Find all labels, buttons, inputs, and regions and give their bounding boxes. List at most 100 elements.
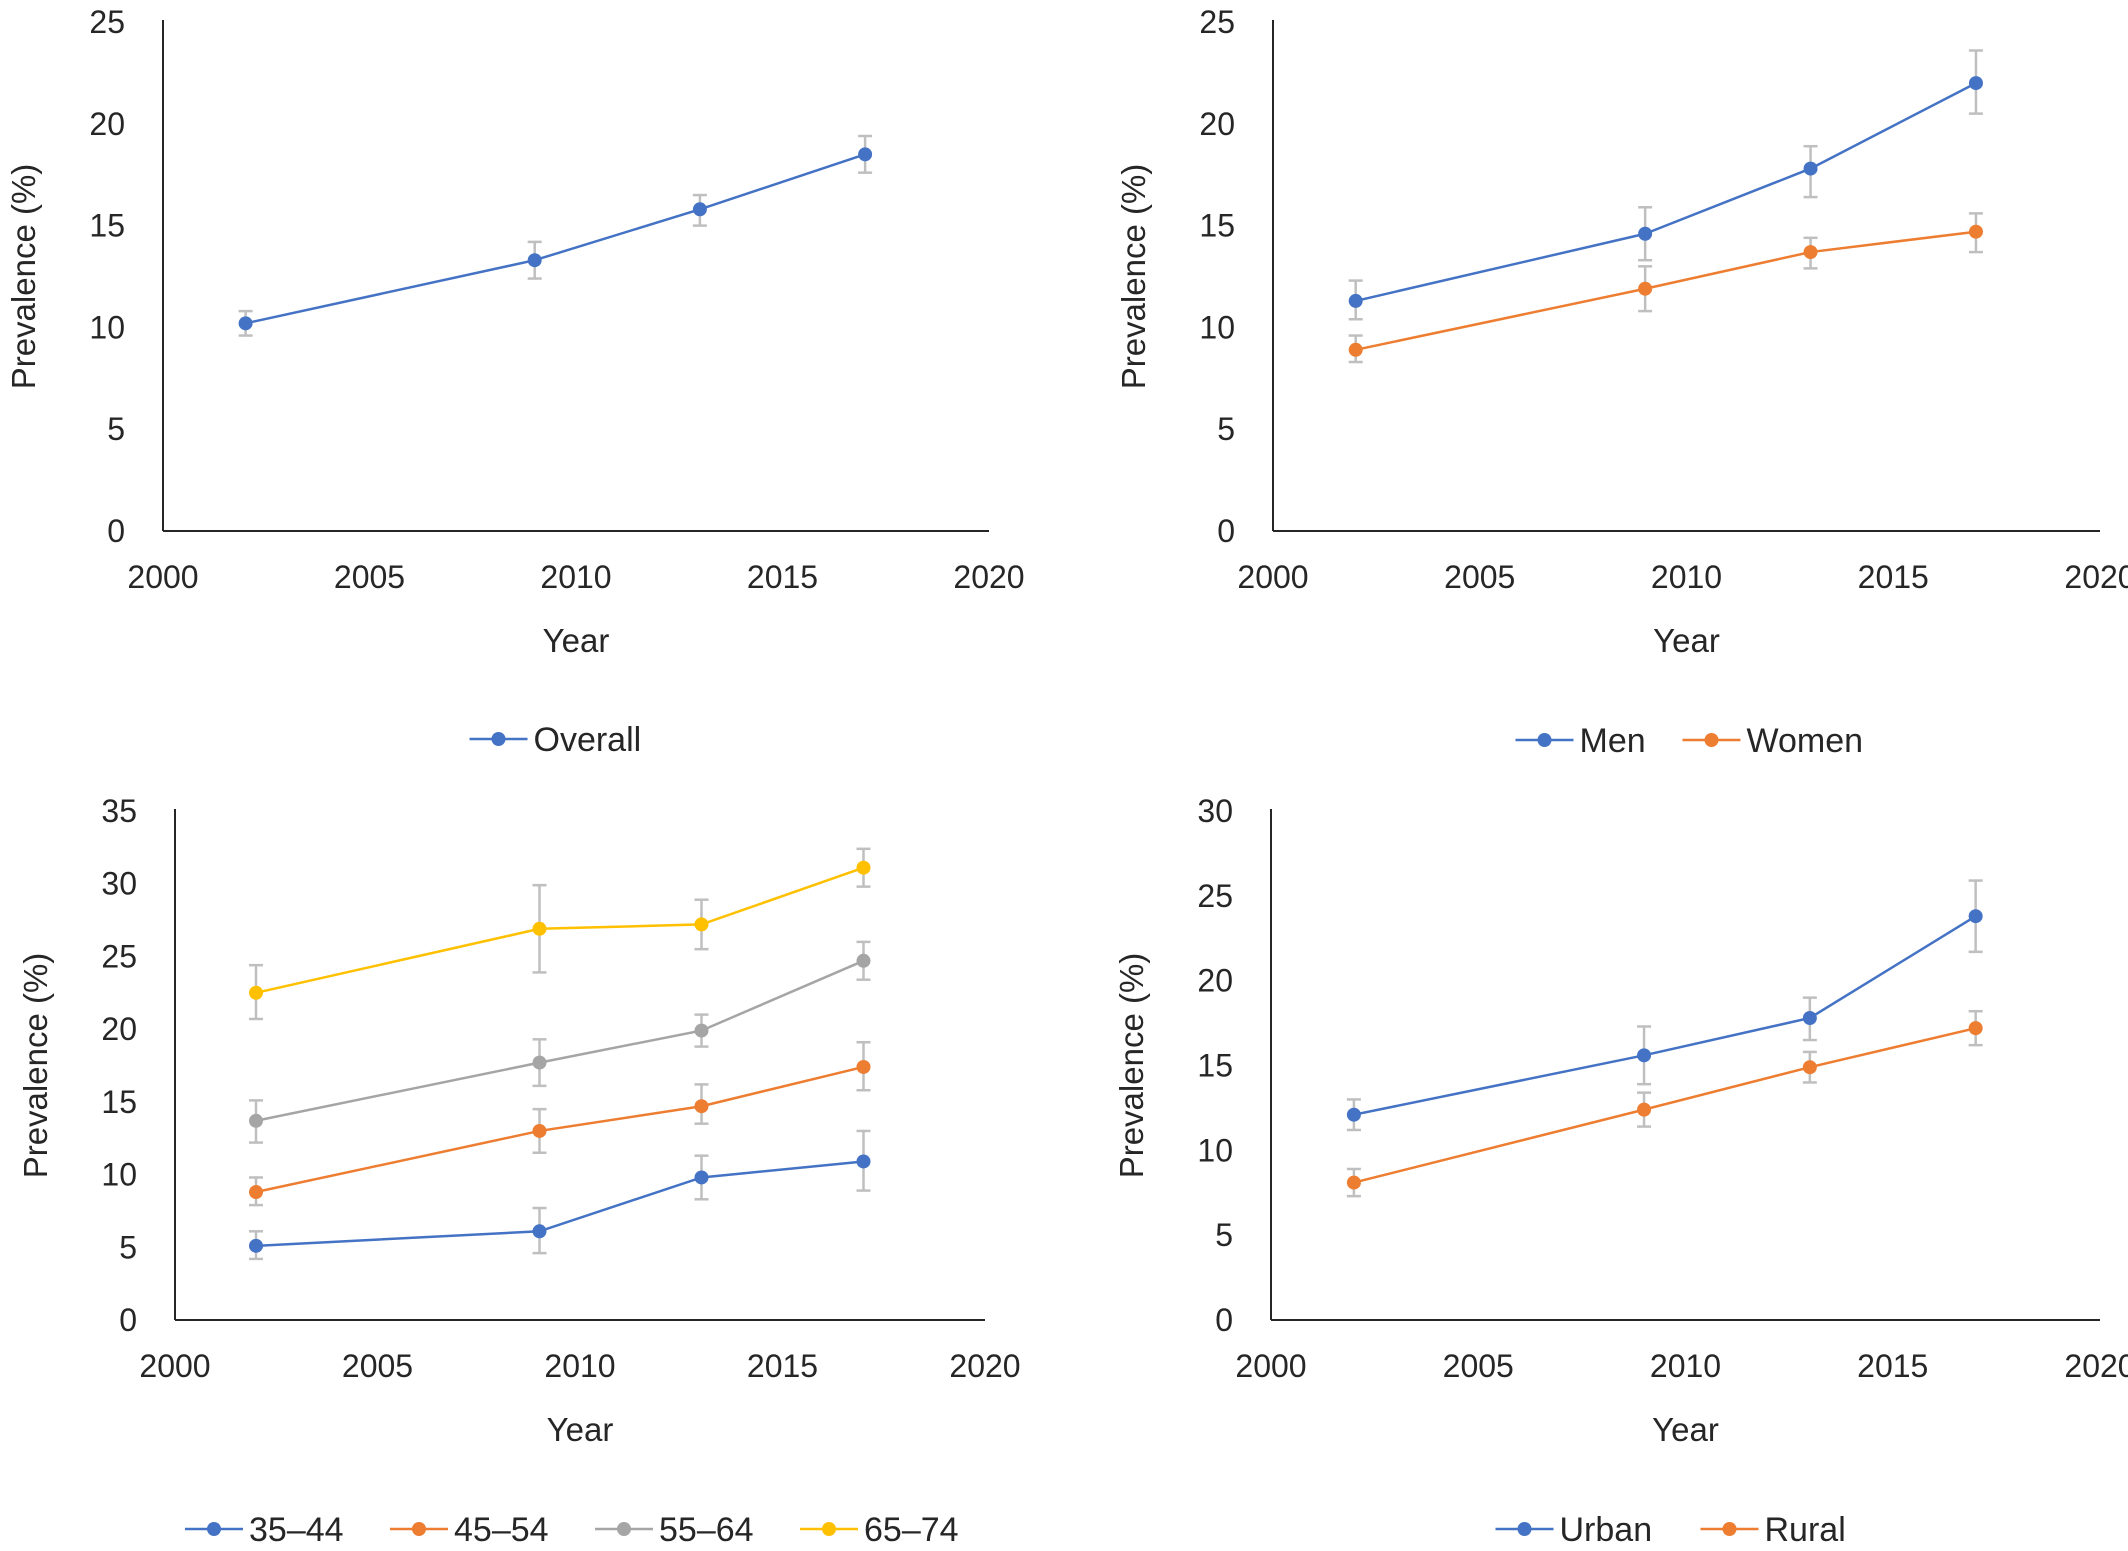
data-point-35-44: [249, 1238, 263, 1253]
legend-label: Urban: [1560, 1511, 1653, 1549]
legend-marker: [1722, 1522, 1737, 1536]
data-point-women: [1803, 245, 1818, 260]
y-axis-title: Prevalence (%): [1115, 164, 1152, 390]
data-point-65-74: [856, 860, 871, 875]
y-tick-label: 20: [1199, 106, 1235, 142]
data-point-urban: [1968, 909, 1983, 924]
data-point-men: [1803, 161, 1818, 176]
data-point-45-54: [694, 1099, 709, 1114]
y-tick-label: 15: [1199, 208, 1235, 244]
legend: Men Women: [1515, 722, 1864, 760]
x-tick-label: 2010: [1651, 559, 1722, 595]
x-tick-label: 2015: [1858, 559, 1929, 595]
legend-marker: [207, 1522, 221, 1536]
y-tick-label: 15: [89, 208, 125, 244]
data-point-45-54: [532, 1123, 547, 1138]
data-point-35-44: [694, 1170, 709, 1185]
y-axis-title: Prevalence (%): [5, 164, 42, 390]
y-tick-label: 30: [1197, 793, 1233, 829]
legend: Urban Rural: [1495, 1511, 1846, 1549]
x-tick-label: 2010: [1650, 1348, 1721, 1384]
y-tick-label: 25: [101, 938, 137, 974]
y-tick-label: 20: [101, 1011, 137, 1047]
x-tick-label: 2015: [1857, 1348, 1928, 1384]
y-tick-label: 10: [89, 309, 125, 345]
data-point-men: [1348, 293, 1363, 308]
y-tick-label: 20: [1197, 963, 1233, 999]
data-point-urban: [1637, 1048, 1652, 1063]
data-point-overall: [527, 253, 542, 268]
x-tick-label: 2005: [334, 559, 405, 595]
x-tick-label: 2005: [342, 1348, 413, 1384]
x-axis-title: Year: [1652, 1411, 1719, 1448]
series-line-men: [1355, 81, 1977, 303]
series-line-45-54: [255, 1065, 864, 1194]
y-tick-label: 25: [89, 4, 125, 40]
data-point-men: [1638, 226, 1653, 241]
x-axis-title: Year: [547, 1411, 614, 1448]
series-line-rural: [1353, 1026, 1976, 1184]
chart-panel-4: 0 5 10 15 20 25 30 2000 2005 2010 2015 2020 Year Prev…: [1113, 793, 2128, 1549]
legend-label: Rural: [1765, 1511, 1846, 1549]
data-point-women: [1638, 281, 1653, 296]
data-point-urban: [1346, 1107, 1361, 1122]
y-tick-label: 10: [1197, 1132, 1233, 1168]
x-tick-label: 2010: [544, 1348, 615, 1384]
y-tick-label: 25: [1199, 4, 1235, 40]
data-point-overall: [238, 316, 253, 331]
data-point-65-74: [694, 917, 709, 932]
legend-label: 65–74: [864, 1511, 959, 1549]
legend: 35–44 45–54 55–64 65–74: [185, 1511, 959, 1549]
series-line-35-44: [255, 1160, 864, 1248]
legend-marker: [412, 1522, 426, 1536]
x-tick-label: 2020: [949, 1348, 1020, 1384]
legend-label: Women: [1747, 722, 1864, 760]
data-point-rural: [1346, 1175, 1361, 1190]
series-line-women: [1355, 230, 1977, 352]
y-tick-label: 0: [1215, 1302, 1233, 1338]
legend-label: 55–64: [659, 1511, 754, 1549]
data-point-55-64: [532, 1055, 547, 1070]
series-line-overall: [245, 153, 866, 325]
data-point-35-44: [532, 1224, 547, 1239]
x-tick-label: 2020: [2064, 559, 2128, 595]
chart-panel-3: 0 5 10 15 20 25 30 35 2000 2005 2010 2015 2020 Year Pr…: [17, 793, 1021, 1549]
legend-label: 45–54: [454, 1511, 549, 1549]
y-tick-label: 25: [1197, 878, 1233, 914]
data-point-women: [1348, 342, 1363, 357]
y-tick-label: 15: [1197, 1048, 1233, 1084]
data-point-men: [1968, 76, 1983, 91]
y-tick-label: 5: [107, 411, 125, 447]
x-tick-label: 2000: [1235, 1348, 1306, 1384]
data-point-65-74: [249, 985, 263, 1000]
data-point-urban: [1802, 1010, 1817, 1025]
legend-marker: [1517, 1522, 1532, 1536]
legend-label: Overall: [534, 721, 642, 759]
legend-label: 35–44: [249, 1511, 344, 1549]
x-axis-title: Year: [543, 622, 610, 659]
y-tick-label: 15: [101, 1084, 137, 1120]
data-point-rural: [1968, 1021, 1983, 1036]
legend-marker: [822, 1522, 836, 1536]
x-axis-title: Year: [1653, 622, 1720, 659]
y-tick-label: 35: [101, 793, 137, 829]
series-line-urban: [1353, 915, 1977, 1116]
data-point-overall: [858, 147, 873, 162]
data-point-rural: [1637, 1102, 1652, 1117]
legend-label: Men: [1580, 722, 1646, 760]
data-point-35-44: [856, 1154, 871, 1169]
y-tick-label: 20: [89, 106, 125, 142]
y-tick-label: 10: [1199, 309, 1235, 345]
data-point-65-74: [532, 921, 547, 936]
x-tick-label: 2000: [1237, 559, 1308, 595]
series-line-55-64: [255, 959, 864, 1122]
y-tick-label: 0: [1217, 513, 1235, 549]
y-tick-label: 10: [101, 1157, 137, 1193]
data-point-women: [1968, 224, 1983, 239]
legend-marker: [491, 732, 506, 746]
x-tick-label: 2015: [747, 559, 818, 595]
data-point-55-64: [694, 1023, 709, 1038]
data-point-rural: [1802, 1060, 1817, 1075]
y-axis-title: Prevalence (%): [17, 953, 54, 1179]
data-point-45-54: [249, 1185, 263, 1200]
